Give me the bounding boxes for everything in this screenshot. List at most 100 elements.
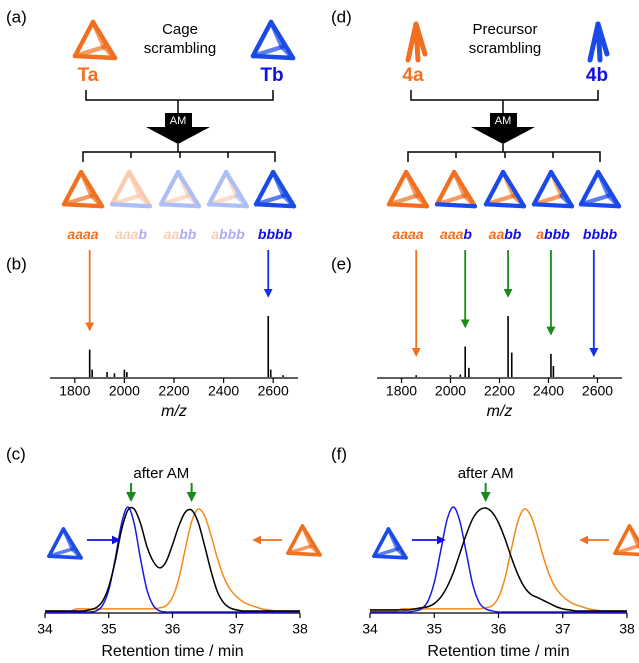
edge — [78, 169, 105, 209]
bracket — [410, 90, 599, 101]
product-label: aaaa — [67, 226, 98, 242]
edge — [286, 551, 322, 557]
edge — [531, 202, 575, 209]
scheme-title: Cage — [162, 21, 198, 38]
tetrahedron-icon — [434, 169, 478, 209]
chromatogram-line — [370, 506, 627, 613]
tetrahedron-icon — [386, 169, 430, 209]
x-tick-label: 36 — [491, 621, 507, 637]
edge — [109, 202, 153, 209]
tetrahedron-icon — [286, 524, 322, 557]
x-tick-label: 2000 — [435, 383, 466, 399]
edge — [386, 527, 408, 560]
edge — [483, 202, 527, 209]
product-label: aaaa — [392, 226, 423, 242]
tetrahedron-icon — [372, 527, 408, 560]
edge — [253, 202, 297, 209]
tetrahedron-icon — [531, 169, 575, 209]
edge — [90, 19, 118, 61]
scheme-title: scrambling — [469, 40, 542, 57]
edge — [61, 169, 84, 207]
edge — [578, 169, 601, 207]
precursor-label: 4a — [402, 65, 424, 86]
edge — [223, 169, 250, 209]
edge — [61, 202, 105, 209]
edge — [286, 524, 305, 556]
product-label: bbbb — [258, 226, 293, 242]
x-tick-label: 2200 — [158, 383, 189, 399]
edge — [531, 169, 554, 207]
edge — [72, 19, 96, 59]
x-tick-label: 2000 — [109, 383, 140, 399]
tetrahedron-icon — [72, 19, 118, 61]
tetrahedron-icon — [578, 169, 622, 209]
x-tick-label: 36 — [165, 621, 181, 637]
tetrahedron-icon — [109, 169, 153, 209]
x-tick-label: 2400 — [208, 383, 239, 399]
edge — [47, 527, 66, 559]
product-label: aaab — [440, 226, 472, 242]
chromatogram-line — [44, 508, 300, 612]
edge — [175, 169, 191, 198]
edge — [234, 193, 250, 209]
x-tick-label: 38 — [619, 621, 635, 637]
edge — [223, 169, 239, 198]
chromatogram-line — [45, 506, 300, 613]
edge — [186, 193, 202, 209]
am-label: AM — [495, 115, 512, 127]
edge — [372, 527, 391, 559]
bracket — [407, 151, 601, 162]
x-tick-label: 37 — [228, 621, 244, 637]
edge — [403, 169, 430, 209]
tetrahedron-icon — [250, 19, 296, 61]
edge — [434, 169, 457, 207]
annotation: after AM — [458, 465, 514, 482]
edge — [253, 169, 276, 207]
edge — [386, 169, 409, 207]
edge — [613, 524, 632, 556]
bracket — [85, 90, 274, 101]
annotation: after AM — [133, 465, 189, 482]
tetrahedron-icon — [483, 169, 527, 209]
am-label: AM — [170, 115, 187, 127]
product-label: bbbb — [583, 226, 618, 242]
chromatogram-line — [370, 507, 627, 612]
panel-label: (b) — [6, 254, 27, 273]
panel-label: (d) — [331, 7, 352, 26]
edge — [126, 169, 153, 209]
edge — [61, 527, 83, 560]
edge — [137, 193, 153, 209]
leg — [413, 21, 428, 57]
edge — [386, 202, 430, 209]
product-label: aabb — [164, 226, 197, 242]
tetrahedron-icon — [613, 524, 639, 557]
x-tick-label: 35 — [101, 621, 117, 637]
edge — [300, 524, 322, 557]
edge — [109, 193, 142, 207]
edge — [595, 169, 622, 209]
edge — [500, 169, 527, 209]
edge — [372, 554, 408, 560]
edge — [627, 524, 639, 546]
scheme-title: scrambling — [144, 40, 217, 57]
tetrahedron-icon — [47, 527, 83, 560]
x-tick-label: 35 — [426, 621, 442, 637]
edge — [206, 169, 229, 207]
am-arrow: AM — [146, 113, 210, 144]
x-tick-label: 2200 — [484, 383, 515, 399]
edge — [47, 554, 83, 560]
panel-label: (c) — [6, 444, 26, 463]
x-axis-label: Retention time / min — [427, 643, 569, 660]
tetrahedron-icon — [206, 169, 250, 209]
x-tick-label: 34 — [362, 621, 378, 637]
precursor-label: 4b — [586, 65, 608, 86]
bracket — [82, 151, 276, 162]
edge — [250, 53, 296, 61]
x-axis-label: m/z — [161, 403, 187, 420]
x-tick-label: 2400 — [533, 383, 564, 399]
x-tick-label: 34 — [37, 621, 53, 637]
edge — [158, 193, 191, 207]
x-tick-label: 1800 — [59, 383, 90, 399]
x-tick-label: 2600 — [258, 383, 289, 399]
precursor-icon — [587, 21, 610, 63]
